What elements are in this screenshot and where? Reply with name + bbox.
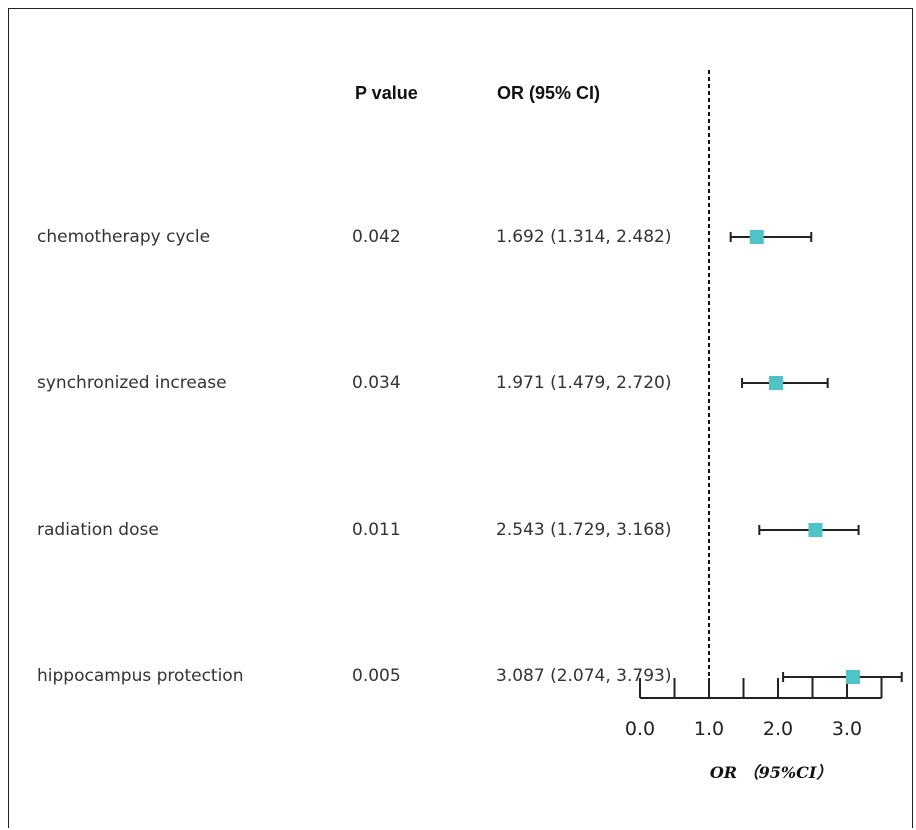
row-label: hippocampus protection [37,666,244,686]
figure-frame [8,8,913,828]
x-tick-label: 3.0 [832,718,862,740]
x-tick-label: 1.0 [694,718,724,740]
row-p-value: 0.011 [352,520,401,540]
row-or-ci: 3.087 (2.074, 3.793) [496,666,672,686]
x-axis-title: OR （95%CI） [710,763,833,782]
row-p-value: 0.005 [352,666,401,686]
row-or-ci: 1.692 (1.314, 2.482) [496,227,672,247]
row-or-ci: 2.543 (1.729, 3.168) [496,520,672,540]
or-ci-header: OR (95% CI) [497,83,601,103]
row-label: synchronized increase [37,373,227,393]
row-or-ci: 1.971 (1.479, 2.720) [496,373,672,393]
row-p-value: 0.034 [352,373,401,393]
row-label: chemotherapy cycle [37,227,211,247]
point-estimate-marker [846,670,861,684]
p-value-header: P value [355,83,418,103]
row-label: radiation dose [37,520,159,540]
x-tick-label: 0.0 [625,718,655,740]
row-p-value: 0.042 [352,227,401,247]
point-estimate-marker [768,376,783,390]
x-tick-label: 2.0 [763,718,793,740]
point-estimate-marker [808,523,823,537]
point-estimate-marker [749,230,764,244]
